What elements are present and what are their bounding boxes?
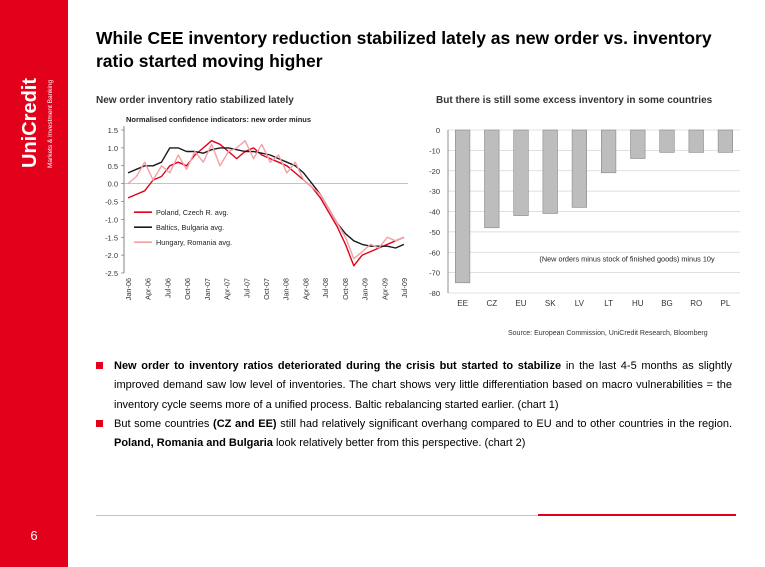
x-tick-label: EU (515, 299, 526, 308)
y-tick-label: -10 (429, 146, 440, 155)
bar (484, 129, 500, 229)
bullet-list: New order to inventory ratios deteriorat… (96, 357, 732, 453)
bar-chart: 0 -10 -20 -30 -40 -50 -60 -70 -80 EE CZ EU SK LV LT HU B… (429, 126, 740, 308)
y-tick-label: 0.5 (108, 162, 118, 171)
series-line (127, 140, 405, 260)
x-tick-label: Jan-08 (282, 278, 291, 300)
x-tick-label: Apr-07 (223, 278, 232, 300)
x-tick-label: CZ (486, 299, 497, 308)
x-tick-label: BG (661, 299, 673, 308)
y-tick-label: 1.0 (108, 144, 118, 153)
chart-annotation: (New orders minus stock of finished good… (539, 254, 715, 263)
legend-label: Poland, Czech R. avg. (156, 208, 229, 217)
y-tick-label: -20 (429, 167, 440, 176)
bullet-bold: New order to inventory ratios deteriorat… (114, 360, 562, 372)
bullet-text: But some countries (114, 417, 214, 430)
y-tick-label: -1.0 (105, 215, 118, 224)
logo-tagline: Markets & Investment Banking (47, 79, 54, 168)
x-tick-label: Jul-09 (400, 278, 409, 298)
bar (630, 129, 646, 159)
y-tick-label: 1.5 (108, 126, 118, 135)
bar (688, 129, 704, 153)
right-chart-heading: But there is still some excess inventory… (436, 95, 713, 106)
bullet-text: look relatively better from this perspec… (272, 437, 526, 450)
bar (659, 129, 675, 153)
bar (513, 129, 529, 216)
logo-wordmark: UniCredit (19, 78, 41, 168)
footer-accent (538, 514, 736, 516)
x-tick-label: Oct-06 (183, 278, 192, 300)
bullet-marker (96, 362, 103, 369)
bullet-bold: Poland, Romania and Bulgaria (114, 437, 273, 450)
bullet-text: still had relatively significant overhan… (276, 417, 732, 430)
page-number: 6 (30, 528, 38, 543)
x-tick-label: EE (457, 299, 468, 308)
y-tick-label: -2.5 (105, 269, 118, 278)
x-tick-label: Jan-06 (124, 278, 133, 300)
chart-title: Normalised confidence indicators: new or… (126, 115, 311, 124)
left-chart-heading: New order inventory ratio stabilized lat… (96, 95, 294, 106)
y-tick-label: -50 (429, 228, 440, 237)
line-chart: Normalised confidence indicators: new or… (105, 115, 409, 300)
y-tick-label: -60 (429, 248, 440, 257)
y-tick-label: -0.5 (105, 198, 118, 207)
x-tick-label: LV (575, 299, 585, 308)
series-line (127, 147, 405, 249)
x-tick-label: Jul-06 (163, 278, 172, 298)
x-tick-label: Jul-08 (321, 278, 330, 298)
source-note: Source: European Commission, UniCredit R… (508, 330, 708, 337)
y-tick-label: -2.0 (105, 251, 118, 260)
bar (542, 129, 558, 214)
bullet-item: But some countries (CZ and EE) still had… (96, 415, 732, 454)
y-tick-label: 0 (436, 126, 440, 135)
y-tick-label: -30 (429, 187, 440, 196)
footer-divider (96, 515, 736, 516)
x-tick-label: Jan-09 (361, 278, 370, 300)
x-tick-label: Jan-07 (203, 278, 212, 300)
bar (454, 129, 471, 284)
page-title: While CEE inventory reduction stabilized… (96, 28, 712, 71)
legend-label: Hungary, Romania avg. (156, 238, 232, 247)
x-tick-label: Oct-07 (262, 278, 271, 300)
x-tick-label: Apr-08 (301, 278, 310, 300)
y-tick-label: 0.0 (108, 180, 118, 189)
brand-sidebar: UniCredit Markets & Investment Banking 6 (0, 0, 68, 567)
bullet-marker (96, 419, 103, 427)
y-tick-label: -40 (429, 208, 440, 217)
bullet-item: New order to inventory ratios deteriorat… (96, 357, 732, 415)
y-tick-label: -1.5 (105, 233, 118, 242)
x-tick-label: Apr-09 (380, 278, 389, 300)
bar (571, 129, 588, 208)
x-tick-label: PL (721, 299, 731, 308)
unicredit-logo: UniCredit Markets & Investment Banking (19, 78, 54, 168)
x-tick-label: LT (604, 299, 613, 308)
x-tick-label: RO (690, 299, 702, 308)
legend-label: Baltics, Bulgaria avg. (156, 223, 224, 232)
y-tick-label: -70 (429, 269, 440, 278)
bullet-text: in the last 4-5 months as slightly impro… (114, 360, 733, 411)
bar (601, 129, 617, 174)
bar (717, 129, 734, 153)
x-tick-label: SK (545, 299, 556, 308)
x-tick-label: Apr-06 (144, 278, 153, 300)
x-tick-label: Jul-07 (242, 278, 251, 298)
x-tick-label: HU (632, 299, 644, 308)
y-tick-label: -80 (429, 289, 440, 298)
x-tick-label: Oct-08 (341, 278, 350, 300)
bullet-bold: (CZ and EE) (213, 417, 277, 430)
